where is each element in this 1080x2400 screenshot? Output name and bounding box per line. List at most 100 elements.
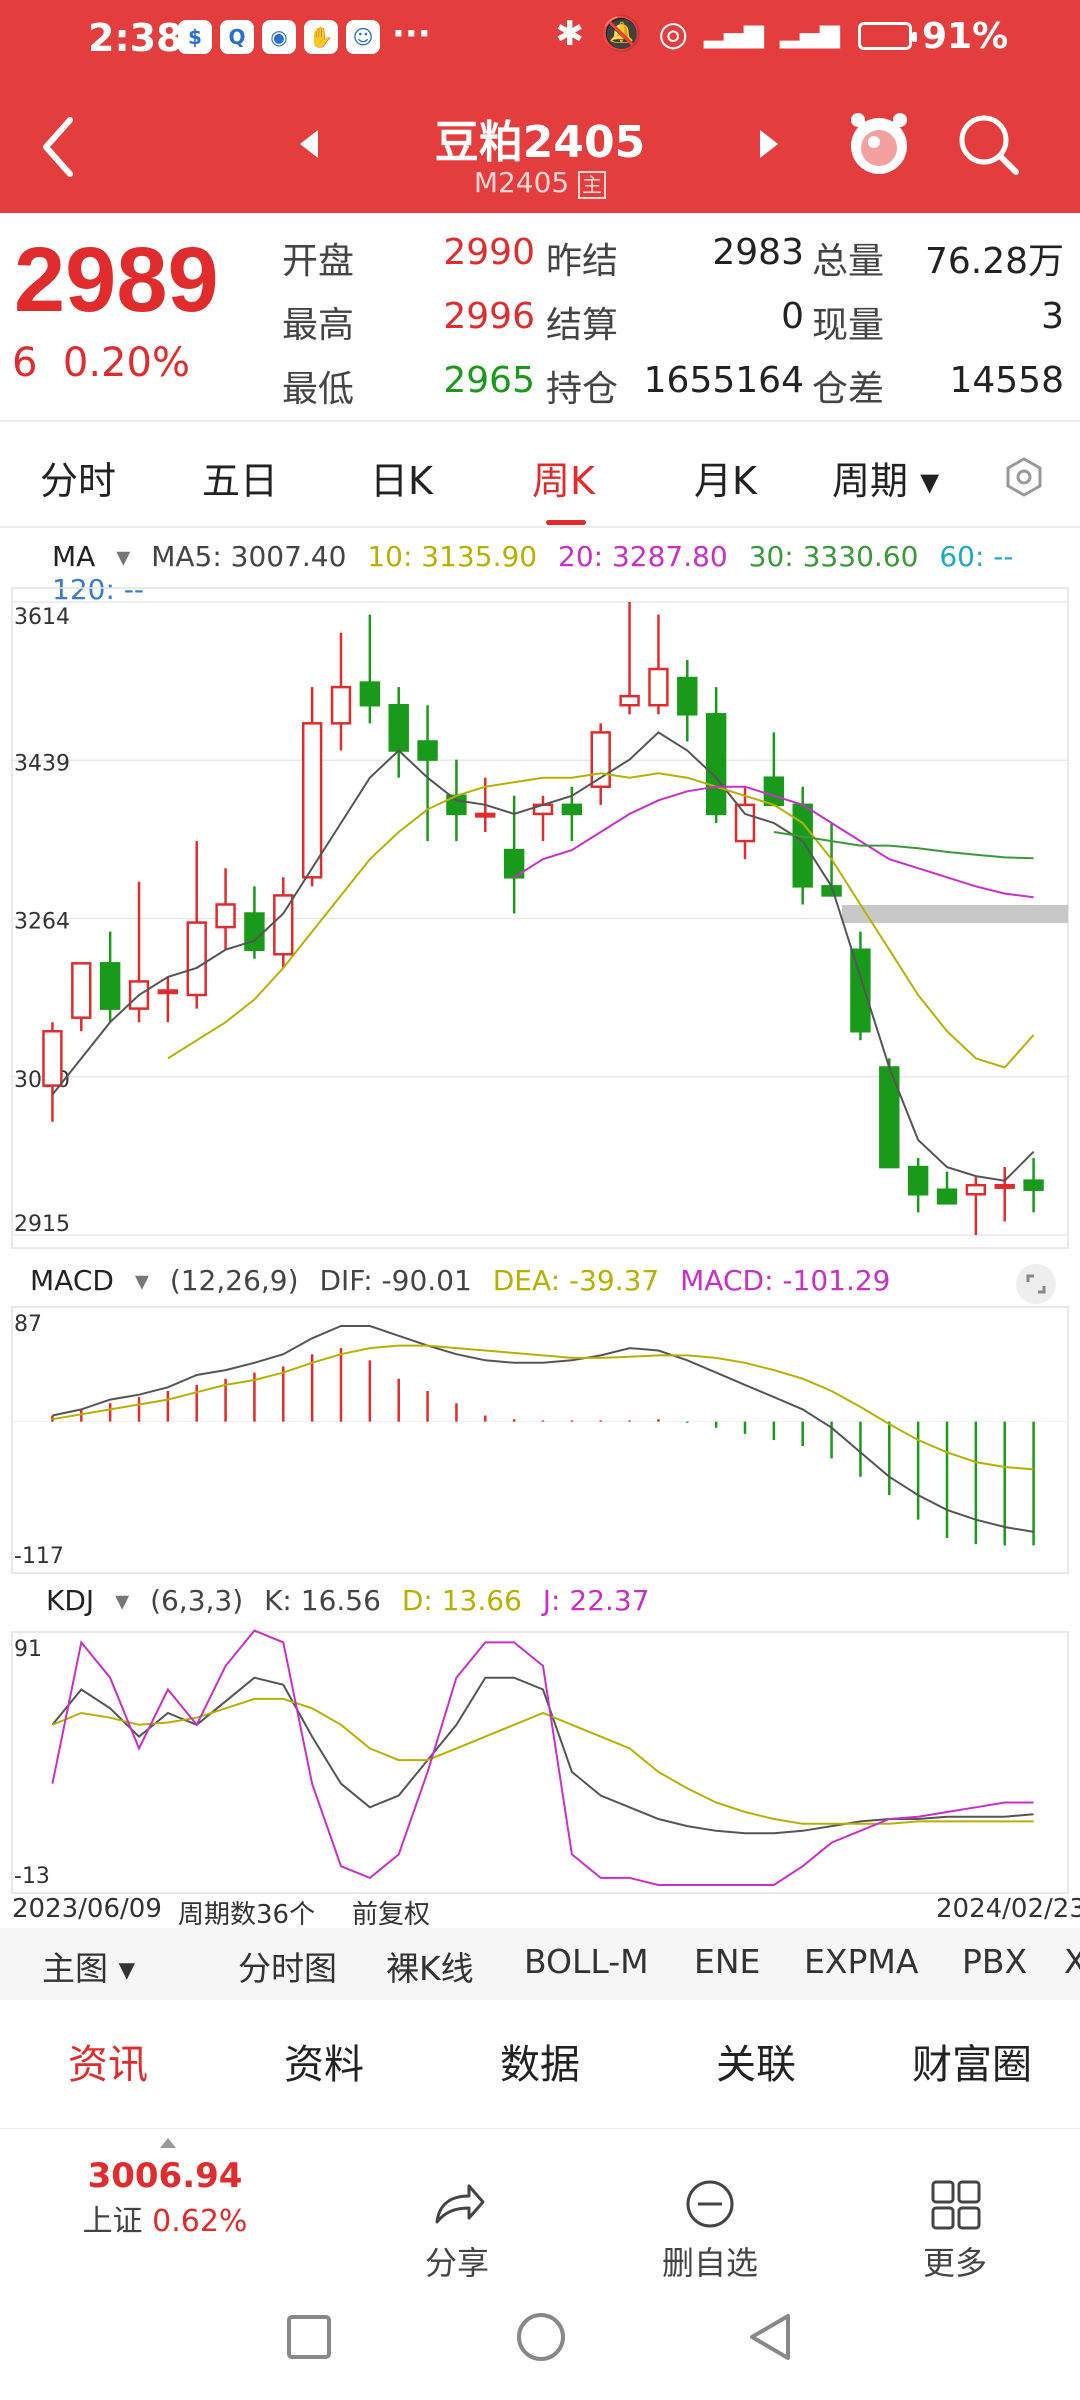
tab-1[interactable]: 五日: [202, 459, 279, 503]
kdj-y-top: 91: [14, 1637, 42, 1662]
info-tab-2[interactable]: 数据: [500, 2042, 580, 2088]
index-line: 上证 0.62%: [82, 2204, 248, 2239]
quote-label: 最低: [282, 369, 355, 410]
info-tab-4[interactable]: 财富圈: [912, 2042, 1032, 2088]
candle-body: [99, 962, 121, 1010]
j-line: [51, 1629, 1034, 1886]
kdj-y-bottom: -13: [14, 1864, 50, 1889]
dropdown-icon[interactable]: ▾: [116, 540, 131, 573]
ma5-line: [51, 731, 1035, 1182]
quote-label: 开盘: [282, 241, 355, 282]
candle-body: [42, 1029, 63, 1087]
chevron-left-icon[interactable]: [36, 112, 80, 182]
share-button[interactable]: 分享: [392, 2178, 522, 2284]
info-tab-3[interactable]: 关联: [716, 2042, 796, 2088]
start-date: 2023/06/09: [12, 1894, 162, 1924]
quote-value: 0: [781, 296, 804, 337]
indicator-3[interactable]: BOLL-M: [524, 1942, 649, 1981]
hand-app-icon: ✋: [304, 20, 338, 54]
divider: [0, 526, 1080, 528]
k-line: [51, 1676, 1034, 1835]
quote-value: 76.28万: [924, 241, 1064, 282]
kline-y-label: 2915: [14, 1212, 70, 1237]
tab-2[interactable]: 日K: [370, 459, 433, 503]
ma20-value: 20: 3287.80: [558, 540, 728, 573]
ma120-value: 120: --: [52, 573, 144, 606]
kline-y-label: 3614: [14, 605, 70, 630]
candle-body: [965, 1183, 987, 1196]
macd-dif: DIF: -90.01: [319, 1264, 472, 1297]
macd-legend[interactable]: MACD ▾ (12,26,9) DIF: -90.01 DEA: -39.37…: [30, 1264, 902, 1297]
signal-icon: ▂▄▆: [704, 19, 764, 49]
quote-value: 2965: [443, 360, 535, 401]
info-tab-0[interactable]: 资讯: [68, 2042, 148, 2088]
tab-underline: [546, 520, 586, 525]
mute-icon: 🔕: [599, 14, 643, 54]
indicator-0[interactable]: 主图 ▾: [42, 1949, 136, 1988]
quote-label: 昨结: [546, 241, 619, 282]
indicator-5[interactable]: EXPMA: [804, 1942, 919, 1981]
mascot-icon[interactable]: [846, 108, 912, 180]
tab-4[interactable]: 月K: [694, 459, 757, 503]
tab-3[interactable]: 周K: [532, 459, 595, 503]
remove-label: 删自选: [661, 2244, 758, 2282]
candle-body: [705, 713, 727, 816]
ma10-line: [167, 772, 1035, 1069]
dropdown-icon[interactable]: ▾: [134, 1264, 149, 1297]
indicator-4[interactable]: ENE: [694, 1942, 761, 1981]
candle-body: [186, 921, 207, 997]
index-widget[interactable]: 3006.94 上证 0.62%: [60, 2156, 270, 2240]
tab-0[interactable]: 分时: [40, 459, 117, 503]
macd-dea: DEA: -39.37: [492, 1264, 660, 1297]
info-tab-1[interactable]: 资料: [284, 2042, 364, 2088]
indicator-2[interactable]: 裸K线: [386, 1949, 474, 1988]
expand-icon[interactable]: [1014, 1262, 1058, 1306]
kdj-params: (6,3,3): [150, 1584, 244, 1617]
candle-body: [619, 694, 640, 707]
settings-hexagon-icon[interactable]: [1002, 455, 1046, 499]
adjust-mode[interactable]: 前复权: [352, 1900, 431, 1930]
home-icon[interactable]: [514, 2310, 568, 2364]
candle-body: [417, 740, 438, 761]
more-button[interactable]: 更多: [890, 2178, 1020, 2284]
price-change: 6 0.20%: [12, 340, 190, 386]
ma10-value: 10: 3135.90: [367, 540, 538, 573]
indicator-1[interactable]: 分时图: [238, 1949, 337, 1988]
last-price: 2989: [14, 229, 219, 331]
ma30-value: 30: 3330.60: [748, 540, 919, 573]
indicator-6[interactable]: PBX: [962, 1942, 1028, 1981]
end-date: 2024/02/23: [936, 1894, 1080, 1924]
back-icon[interactable]: [744, 2310, 794, 2364]
search-app-icon: Q: [220, 20, 254, 54]
indicator-overflow: X: [1064, 1942, 1080, 1981]
ma-legend[interactable]: MA ▾ MA5: 3007.40 10: 3135.90 20: 3287.8…: [52, 540, 1080, 606]
recent-apps-icon[interactable]: [284, 2312, 334, 2362]
status-app-icons: $ Q ◉ ✋ ☺: [178, 20, 380, 54]
search-icon[interactable]: [954, 110, 1022, 180]
quote-label: 最高: [282, 305, 355, 346]
candle-body: [244, 912, 265, 951]
status-time: 2:38: [88, 16, 183, 60]
app-notification-icon: $: [178, 20, 212, 54]
dropdown-icon[interactable]: ▾: [115, 1584, 130, 1617]
next-contract-icon[interactable]: [760, 130, 778, 158]
remove-watchlist-button[interactable]: 删自选: [640, 2178, 780, 2284]
prev-contract-icon[interactable]: [300, 130, 318, 158]
quote-value: 14558: [949, 360, 1064, 401]
minus-circle-icon: [686, 2180, 734, 2228]
candle-body: [734, 803, 756, 843]
kdj-legend[interactable]: KDJ ▾ (6,3,3) K: 16.56 D: 13.66 J: 22.37: [46, 1584, 662, 1617]
share-icon: [435, 2184, 485, 2224]
quote-label: 结算: [546, 305, 619, 346]
signal-icon-2: ▂▄▆: [780, 19, 840, 49]
candle-body: [994, 1183, 1015, 1189]
status-right: ✱ 🔕 ◎ ▂▄▆ ▂▄▆: [555, 14, 840, 54]
candle-body: [388, 703, 409, 752]
kdj-d: D: 13.66: [401, 1584, 522, 1617]
page-title: 豆粕2405: [434, 117, 646, 168]
wifi-icon: ◎: [658, 14, 688, 54]
divider: [0, 2128, 1080, 2129]
tab-5[interactable]: 周期 ▾: [832, 459, 940, 503]
period-count: 周期数36个: [178, 1900, 316, 1930]
